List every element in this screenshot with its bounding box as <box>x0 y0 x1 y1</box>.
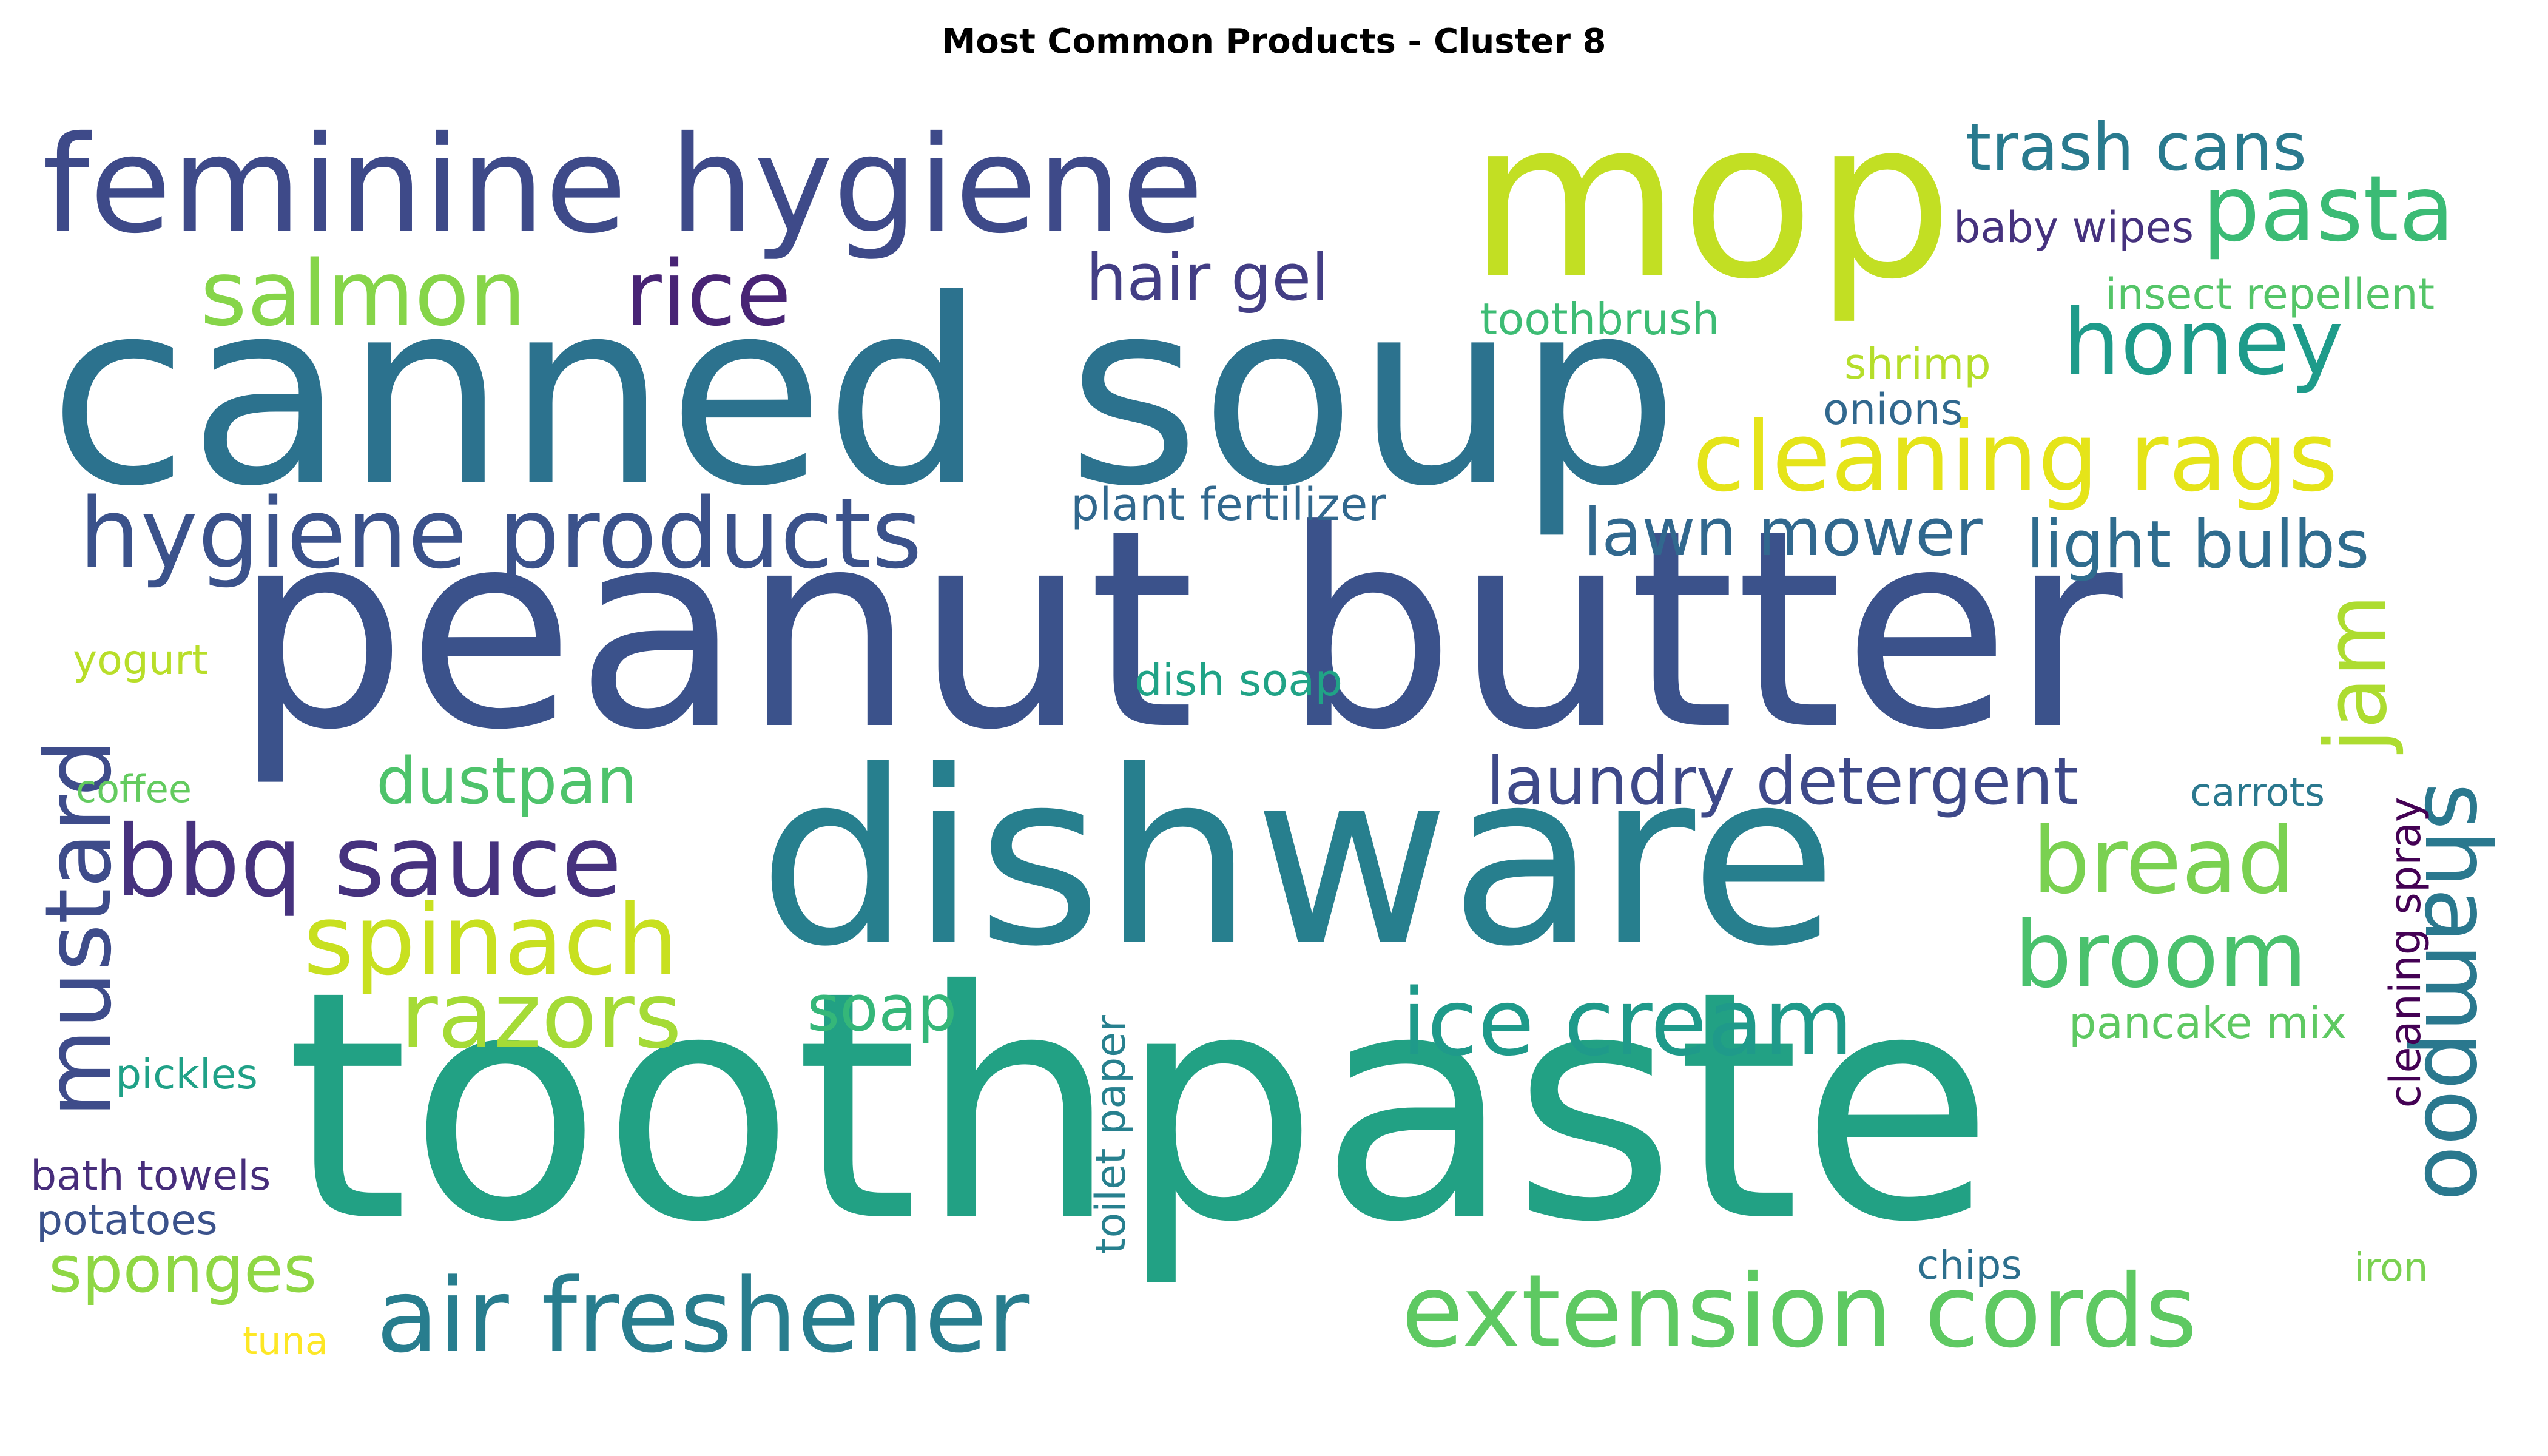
word-cleaning-spray: cleaning spray <box>2381 797 2430 1108</box>
word-hair-gel: hair gel <box>1086 240 1329 315</box>
word-peanut-butter: peanut butter <box>234 472 2123 790</box>
word-iron: iron <box>2354 1245 2428 1290</box>
word-ice-cream: ice cream <box>1401 969 1854 1076</box>
word-toothpaste: toothpaste <box>285 923 1995 1291</box>
word-extension-cords: extension cords <box>1401 1253 2198 1370</box>
word-soap: soap <box>807 971 957 1045</box>
word-broom: broom <box>2014 903 2308 1008</box>
word-tuna: tuna <box>243 1319 328 1363</box>
word-toilet-paper: toilet paper <box>1087 1015 1135 1254</box>
word-light-bulbs: light bulbs <box>2026 507 2370 583</box>
word-onions: onions <box>1823 385 1963 434</box>
word-dish-soap: dish soap <box>1134 655 1343 706</box>
word-bbq-sauce: bbq sauce <box>115 805 622 919</box>
word-laundry-detergent: laundry detergent <box>1486 744 2079 820</box>
word-trash-cans: trash cans <box>1966 110 2307 186</box>
word-carrots: carrots <box>2190 770 2325 815</box>
word-honey: honey <box>2063 290 2344 396</box>
word-rice: rice <box>625 241 792 346</box>
word-shrimp: shrimp <box>1844 339 1991 389</box>
word-pancake-mix: pancake mix <box>2069 997 2347 1048</box>
word-baby-wipes: baby wipes <box>1953 203 2194 252</box>
word-hygiene-products: hygiene products <box>79 477 922 590</box>
word-coffee: coffee <box>76 767 192 811</box>
word-feminine-hygiene: feminine hygiene <box>42 107 1204 263</box>
word-cleaning-rags: cleaning rags <box>1693 402 2338 513</box>
word-canned-soup: canned soup <box>49 246 1679 542</box>
word-spinach: spinach <box>303 883 679 997</box>
word-salmon: salmon <box>200 241 527 346</box>
word-chips: chips <box>1917 1242 2022 1289</box>
word-bread: bread <box>2032 809 2296 914</box>
word-air-freshener: air freshener <box>376 1256 1030 1375</box>
word-sponges: sponges <box>49 1232 317 1307</box>
word-yogurt: yogurt <box>73 636 208 684</box>
word-pickles: pickles <box>115 1051 258 1099</box>
word-mop: mop <box>1468 73 1953 327</box>
word-bath-towels: bath towels <box>30 1152 271 1200</box>
word-dustpan: dustpan <box>376 744 638 818</box>
word-jam: jam <box>2307 594 2406 753</box>
word-plant-fertilizer: plant fertilizer <box>1071 479 1386 531</box>
word-insect-repellent: insect repellent <box>2105 269 2435 319</box>
word-lawn-mower: lawn mower <box>1583 495 1983 571</box>
word-pasta: pasta <box>2202 157 2455 262</box>
chart-title: Most Common Products - Cluster 8 <box>942 22 1606 61</box>
word-razors: razors <box>400 963 682 1069</box>
word-dishware: dishware <box>758 720 1838 999</box>
word-potatoes: potatoes <box>36 1196 218 1244</box>
word-toothbrush: toothbrush <box>1480 294 1720 345</box>
